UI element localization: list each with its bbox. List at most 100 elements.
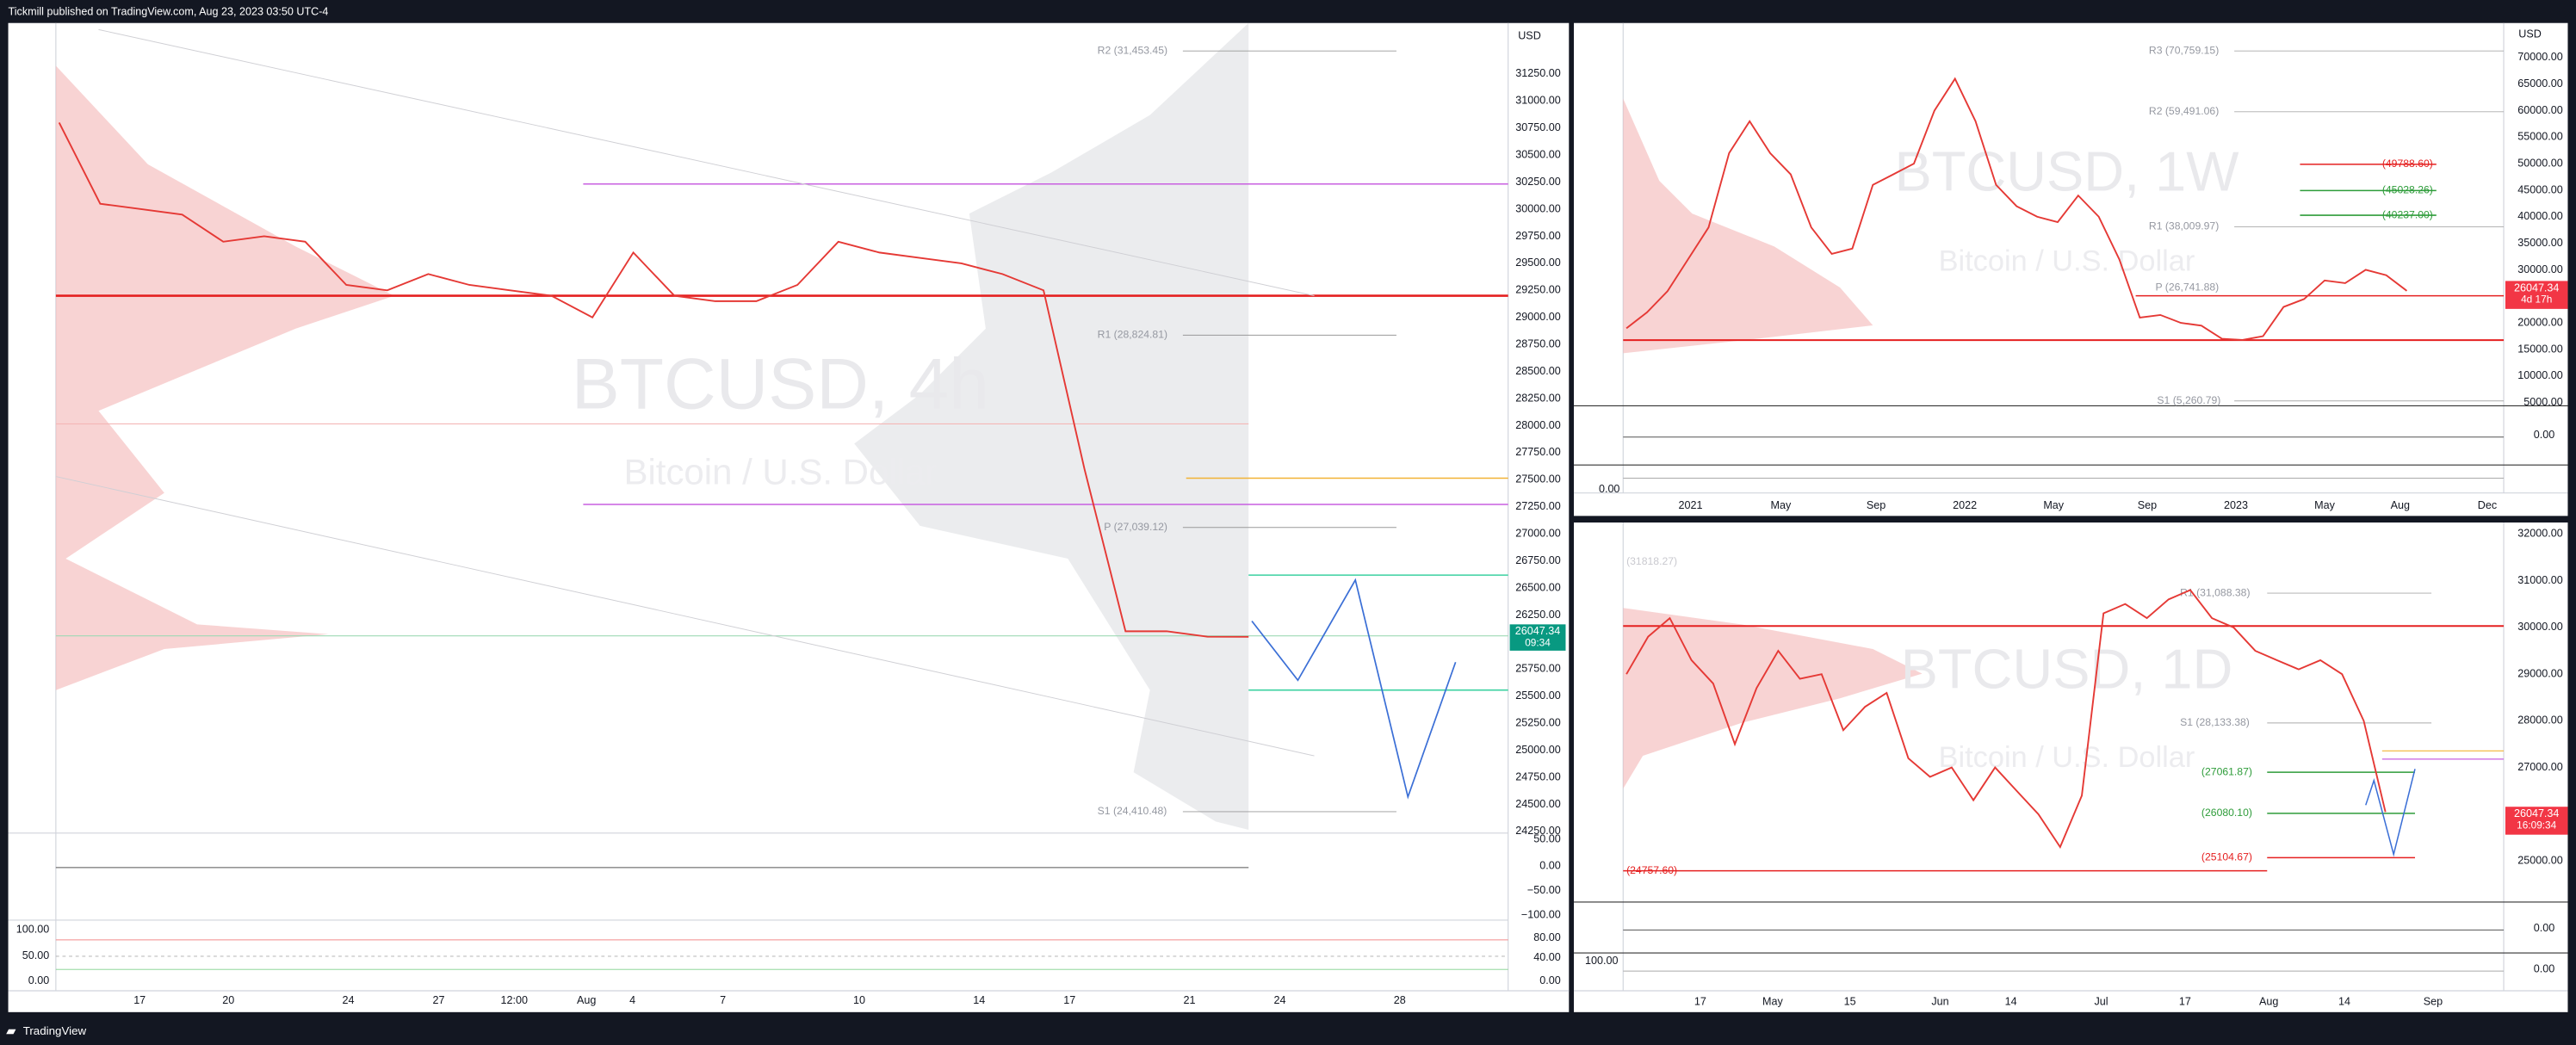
- y-tick-label: 29250.00: [1515, 284, 1560, 296]
- x-tick-label: Aug: [2391, 499, 2410, 511]
- watermark-symbol: BTCUSD, 1W: [1894, 139, 2239, 202]
- x-tick-label: 14: [2338, 996, 2350, 1008]
- volume-profile: [854, 22, 1249, 830]
- y-tick-label: 15000.00: [2517, 343, 2562, 355]
- y-tick-label: 26500.00: [1515, 581, 1560, 593]
- volume-profile: [1623, 98, 1873, 354]
- volume-profile: [1623, 608, 1923, 789]
- y-tick-label: 25250.00: [1515, 716, 1560, 728]
- y-tick-label: 25000.00: [1515, 744, 1560, 756]
- price-timer: 16:09:34: [2517, 819, 2556, 831]
- indicator-label: 50.00: [22, 949, 49, 962]
- indicator-label: 80.00: [1533, 931, 1560, 943]
- y-tick-label: 29750.00: [1515, 230, 1560, 242]
- indicator-label: −50.00: [1527, 884, 1561, 896]
- pivot-label: R2 (59,491.06): [2149, 105, 2219, 117]
- pivot-label: S1 (28,133.38): [2180, 716, 2250, 728]
- y-tick-label: 40000.00: [2517, 210, 2562, 222]
- y-tick-label: 26250.00: [1515, 609, 1560, 621]
- y-tick-label: 27000.00: [1515, 527, 1560, 539]
- pivot-label: (31818.27): [1626, 555, 1677, 567]
- projection: [1251, 578, 1457, 800]
- x-tick-label: 17: [133, 994, 146, 1006]
- y-tick-label: 30000.00: [1515, 202, 1560, 214]
- y-tick-label: 24250.00: [1515, 825, 1560, 837]
- y-tick-label: 70000.00: [2517, 51, 2562, 63]
- y-tick-label: 29000.00: [2517, 667, 2562, 679]
- x-tick-label: 28: [1394, 994, 1406, 1006]
- x-tick-label: 17: [1694, 996, 1706, 1008]
- x-tick-label: 4: [629, 994, 635, 1006]
- pivot-label: S1 (5,260.79): [2157, 394, 2220, 406]
- price-line: [1625, 589, 2387, 849]
- panel-left: [8, 22, 1570, 1012]
- y-tick-label: 27250.00: [1515, 500, 1560, 512]
- watermark-symbol: BTCUSD, 4h: [572, 343, 989, 424]
- y-tick-label: 55000.00: [2517, 131, 2562, 143]
- pivot-label: R1 (28,824.81): [1098, 329, 1167, 341]
- x-tick-label: Jun: [1931, 996, 1948, 1008]
- y-tick-label: 35000.00: [2517, 237, 2562, 249]
- indicator-label: 0.00: [2534, 922, 2554, 934]
- pivot-label: P (27,039.12): [1104, 521, 1167, 533]
- indicator-label: 0.00: [28, 974, 49, 986]
- x-tick-label: 17: [1063, 994, 1075, 1006]
- y-tick-label: 60000.00: [2517, 104, 2562, 116]
- y-tick-label: 31000.00: [1515, 95, 1560, 107]
- x-tick-label: Sep: [2138, 499, 2157, 511]
- pivot-label: P (26,741.88): [2156, 281, 2220, 293]
- indicator-label: 100.00: [16, 924, 49, 936]
- y-tick-label: 25000.00: [2517, 855, 2562, 867]
- y-tick-label: 30250.00: [1515, 176, 1560, 188]
- indicator-label: 0.00: [1539, 859, 1560, 871]
- y-tick-label: 24500.00: [1515, 798, 1560, 810]
- y-tick-label: 28500.00: [1515, 365, 1560, 377]
- y-tick-label: 25500.00: [1515, 689, 1560, 702]
- y-tick-label: 29500.00: [1515, 257, 1560, 269]
- x-tick-label: 14: [973, 994, 985, 1006]
- price-line: [58, 121, 1249, 638]
- watermark-symbol: BTCUSD, 1D: [1901, 638, 2233, 701]
- y-tick-label: 26750.00: [1515, 554, 1560, 566]
- x-tick-label: 17: [2179, 996, 2191, 1008]
- x-tick-label: 21: [1184, 994, 1196, 1006]
- y-tick-label: 30000.00: [2517, 263, 2562, 275]
- x-tick-label: 15: [1844, 996, 1856, 1008]
- y-tick-label: 28000.00: [2517, 714, 2562, 727]
- pivot-label: R1 (31,088.38): [2180, 586, 2250, 598]
- level-label: (40237.00): [2382, 208, 2433, 220]
- indicator-label: 0.00: [1539, 974, 1560, 986]
- logo: ▰: [6, 1024, 16, 1037]
- indicator-label: 50.00: [1533, 833, 1560, 845]
- price-line: [1625, 77, 2408, 341]
- x-tick-label: Aug: [577, 994, 596, 1006]
- indicator-label: 0.00: [1599, 483, 1619, 495]
- header-text: Tickmill published on TradingView.com, A…: [9, 6, 329, 18]
- price-label: 26047.34: [2514, 807, 2559, 819]
- x-tick-label: 20: [222, 994, 234, 1006]
- x-tick-label: Sep: [2424, 996, 2443, 1008]
- indicator-label: 40.00: [1533, 951, 1560, 963]
- x-tick-label: 7: [720, 994, 726, 1006]
- y-tick-label: 10000.00: [2517, 369, 2562, 381]
- currency: USD: [1518, 29, 1541, 41]
- y-tick-label: 45000.00: [2517, 183, 2562, 195]
- y-tick-label: 30750.00: [1515, 121, 1560, 133]
- x-tick-label: 2023: [2224, 499, 2248, 511]
- price-timer: 09:34: [1525, 636, 1551, 648]
- watermark-description: Bitcoin / U.S. Dollar: [1939, 741, 2195, 774]
- indicator-label: 0.00: [2534, 429, 2554, 441]
- price-label: 26047.34: [2514, 281, 2559, 294]
- price-box: [1509, 624, 1566, 651]
- x-tick-label: 2022: [1953, 499, 1977, 511]
- pivot-label: (27061.87): [2201, 765, 2252, 777]
- pivot-label: R2 (31,453.45): [1098, 44, 1167, 56]
- indicator-label: 100.00: [1585, 955, 1618, 967]
- trend-line: [98, 28, 1315, 297]
- y-tick-label: 28000.00: [1515, 419, 1560, 431]
- pivot-label: R1 (38,009.97): [2149, 220, 2219, 232]
- pivot-label: R3 (70,759.15): [2149, 44, 2219, 56]
- volume-profile: [55, 65, 394, 690]
